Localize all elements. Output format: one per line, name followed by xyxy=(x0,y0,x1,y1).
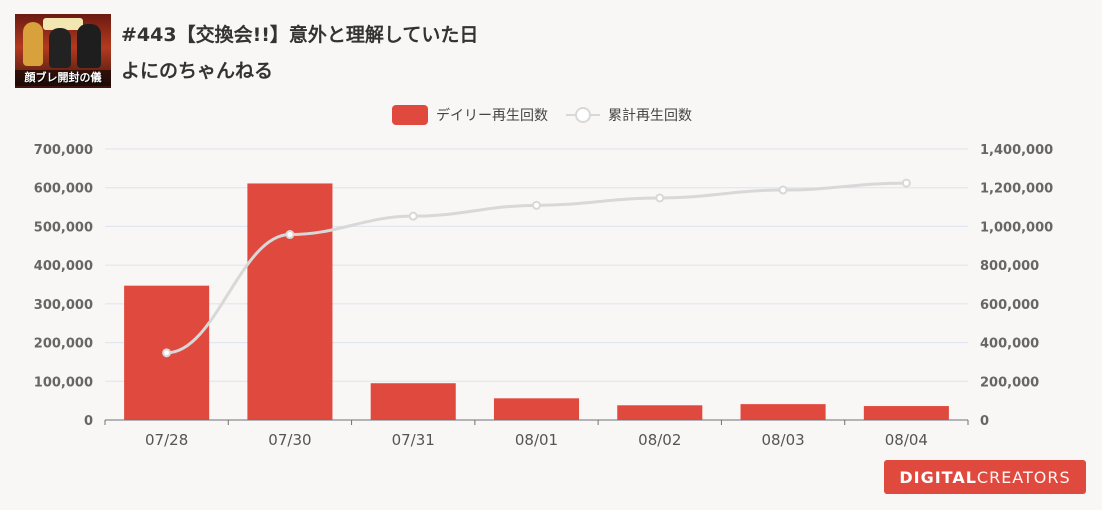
cumulative-point xyxy=(901,178,911,188)
cumulative-point xyxy=(778,185,788,195)
daily-bar xyxy=(863,406,949,420)
legend-item-cumulative[interactable]: 累計再生回数 xyxy=(566,105,692,125)
left-axis-tick-label: 100,000 xyxy=(34,375,93,390)
x-axis-category-label: 08/01 xyxy=(515,431,558,449)
legend-item-daily[interactable]: デイリー再生回数 xyxy=(392,105,548,125)
thumbnail-sign xyxy=(43,18,83,30)
legend-bar-swatch xyxy=(392,105,428,125)
daily-bar xyxy=(247,183,333,420)
video-thumbnail[interactable]: 顔ブレ開封の儀 xyxy=(15,14,111,88)
legend-label-cumulative: 累計再生回数 xyxy=(608,108,692,124)
digital-creators-logo: DIGITAL CREATORS xyxy=(884,460,1086,494)
left-axis-tick-label: 500,000 xyxy=(34,220,93,235)
right-axis-tick-label: 1,200,000 xyxy=(980,182,1053,197)
right-axis-tick-label: 1,400,000 xyxy=(980,143,1053,158)
left-axis-tick-label: 300,000 xyxy=(34,298,93,313)
left-axis-tick-label: 700,000 xyxy=(34,143,93,158)
chart-legend: デイリー再生回数 累計再生回数 xyxy=(392,104,710,126)
cumulative-point xyxy=(532,200,541,210)
thumbnail-person xyxy=(23,22,43,66)
left-axis-tick-label: 0 xyxy=(84,414,93,429)
legend-line-swatch xyxy=(566,105,600,125)
x-axis-category-label: 08/04 xyxy=(885,431,928,449)
thumbnail-person xyxy=(77,24,101,68)
right-axis-tick-label: 400,000 xyxy=(980,337,1039,352)
daily-bar xyxy=(370,383,456,420)
cumulative-point xyxy=(408,211,418,221)
left-axis-tick-label: 400,000 xyxy=(34,259,93,274)
thumbnail-person xyxy=(49,28,71,68)
daily-bar xyxy=(617,405,703,420)
right-axis-tick-label: 0 xyxy=(980,414,989,429)
thumbnail-caption: 顔ブレ開封の儀 xyxy=(15,70,111,86)
legend-label-daily: デイリー再生回数 xyxy=(436,108,548,124)
x-axis-category-label: 07/30 xyxy=(268,431,311,449)
grid-lines xyxy=(105,148,968,382)
axes xyxy=(104,419,969,425)
left-axis-tick-label: 600,000 xyxy=(34,182,93,197)
cumulative-point xyxy=(285,230,295,240)
x-axis-category-label: 08/03 xyxy=(761,431,804,449)
right-axis-tick-label: 600,000 xyxy=(980,298,1039,313)
x-axis-category-label: 07/31 xyxy=(392,431,435,449)
left-axis-tick-label: 200,000 xyxy=(34,337,93,352)
daily-bar xyxy=(740,404,826,420)
daily-bar xyxy=(493,398,580,420)
cumulative-point xyxy=(162,348,172,358)
x-axis-category-label: 07/28 xyxy=(145,431,188,449)
cumulative-line xyxy=(162,178,911,358)
axis-labels: 0 0 100,000 200,000 200,000 400,000 300,000 600… xyxy=(34,143,1053,449)
video-title: #443【交換会!!】意外と理解していた日 xyxy=(121,24,479,46)
video-header: 顔ブレ開封の儀 #443【交換会!!】意外と理解していた日 よにのちゃんねる xyxy=(15,14,715,88)
cumulative-point xyxy=(655,193,665,203)
right-axis-tick-label: 200,000 xyxy=(980,375,1039,390)
right-axis-tick-label: 800,000 xyxy=(980,259,1039,274)
x-axis-category-label: 08/02 xyxy=(638,431,681,449)
daily-bars xyxy=(124,183,949,420)
channel-name: よにのちゃんねる xyxy=(121,60,274,82)
right-axis-tick-label: 1,000,000 xyxy=(980,220,1053,235)
